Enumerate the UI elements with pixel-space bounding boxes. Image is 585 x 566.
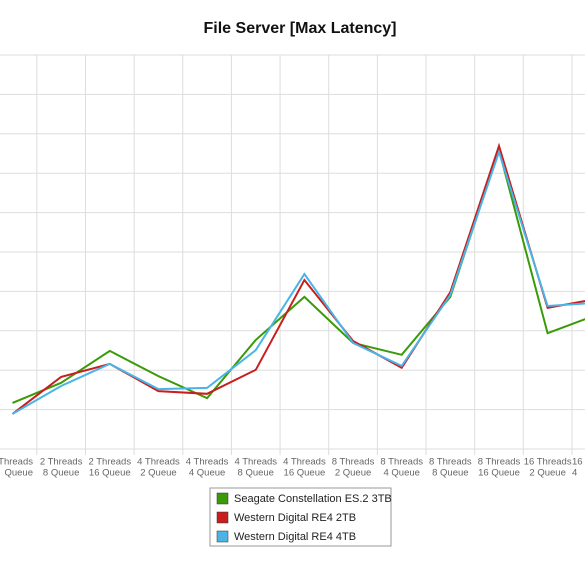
x-tick-label: 2 Queue bbox=[140, 468, 176, 479]
x-tick-label: 8 Queue bbox=[43, 468, 79, 479]
x-tick-label: Queue bbox=[4, 468, 33, 479]
legend-label: Western Digital RE4 4TB bbox=[234, 531, 356, 543]
x-tick-label: 16 T bbox=[572, 457, 585, 468]
x-tick-label: 8 Threads bbox=[380, 457, 423, 468]
series-line bbox=[12, 148, 585, 415]
x-tick-label: 2 Threads bbox=[88, 457, 131, 468]
x-tick-label: 8 Threads bbox=[478, 457, 521, 468]
x-tick-label: Threads bbox=[0, 457, 33, 468]
x-tick-label: 16 Queue bbox=[89, 468, 131, 479]
legend-swatch bbox=[216, 511, 229, 524]
x-tick-label: 16 Threads bbox=[524, 457, 572, 468]
x-tick-label: 2 Queue bbox=[529, 468, 565, 479]
legend-box bbox=[209, 487, 392, 547]
x-tick-label: 8 Queue bbox=[238, 468, 274, 479]
x-tick-label: 4 Queue bbox=[189, 468, 225, 479]
x-tick-label: 2 Queue bbox=[335, 468, 371, 479]
legend-label: Western Digital RE4 2TB bbox=[234, 512, 356, 524]
x-tick-label: 4 Threads bbox=[186, 457, 229, 468]
x-tick-label: 16 Queue bbox=[478, 468, 520, 479]
legend-swatch bbox=[216, 492, 229, 505]
x-tick-label: 4 Threads bbox=[234, 457, 277, 468]
x-tick-label: 4 Queue bbox=[383, 468, 419, 479]
x-tick-label: 4 bbox=[572, 468, 577, 479]
x-tick-label: 4 Threads bbox=[137, 457, 180, 468]
x-tick-label: 4 Threads bbox=[283, 457, 326, 468]
x-tick-label: 8 Threads bbox=[332, 457, 375, 468]
chart-title: File Server [Max Latency] bbox=[204, 20, 397, 37]
legend-label: Seagate Constellation ES.2 3TB bbox=[234, 493, 392, 505]
x-tick-label: 2 Threads bbox=[40, 457, 83, 468]
x-tick-label: 16 Queue bbox=[284, 468, 326, 479]
x-tick-label: 8 Queue bbox=[432, 468, 468, 479]
legend-swatch bbox=[216, 530, 229, 543]
x-tick-label: 8 Threads bbox=[429, 457, 472, 468]
